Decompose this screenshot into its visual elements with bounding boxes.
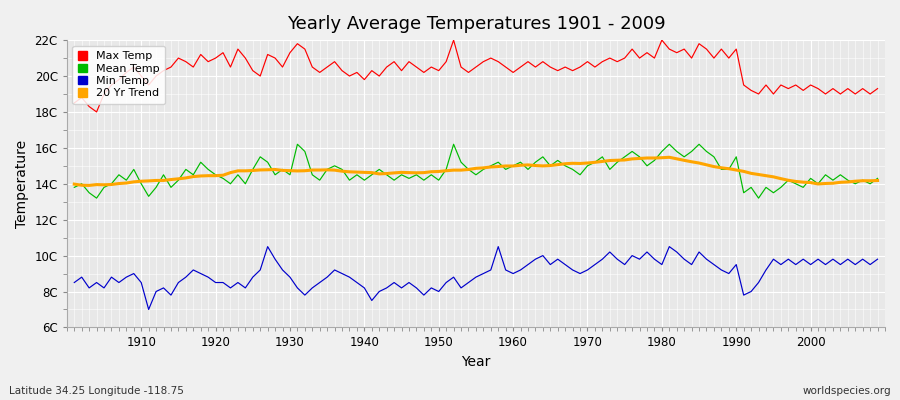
Y-axis label: Temperature: Temperature	[15, 140, 29, 228]
Legend: Max Temp, Mean Temp, Min Temp, 20 Yr Trend: Max Temp, Mean Temp, Min Temp, 20 Yr Tre…	[72, 46, 165, 104]
X-axis label: Year: Year	[461, 355, 491, 369]
Text: Latitude 34.25 Longitude -118.75: Latitude 34.25 Longitude -118.75	[9, 386, 184, 396]
Title: Yearly Average Temperatures 1901 - 2009: Yearly Average Temperatures 1901 - 2009	[286, 15, 665, 33]
Text: worldspecies.org: worldspecies.org	[803, 386, 891, 396]
